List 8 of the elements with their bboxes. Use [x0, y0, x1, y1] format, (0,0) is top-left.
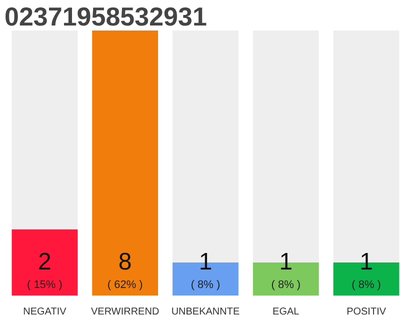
x-tick-label: UNBEKANNTE [171, 306, 240, 318]
x-tick-label: EGAL [272, 306, 300, 318]
x-tick-label: VERWIRREND [91, 306, 160, 318]
data-label: 2 ( 15% ) [26, 248, 62, 291]
x-tick-label: NEGATIV [23, 306, 67, 318]
chart-title: 02371958532931 [4, 2, 207, 32]
data-label: 8 ( 62% ) [107, 248, 143, 291]
x-tick-label: POSITIV [346, 306, 386, 318]
